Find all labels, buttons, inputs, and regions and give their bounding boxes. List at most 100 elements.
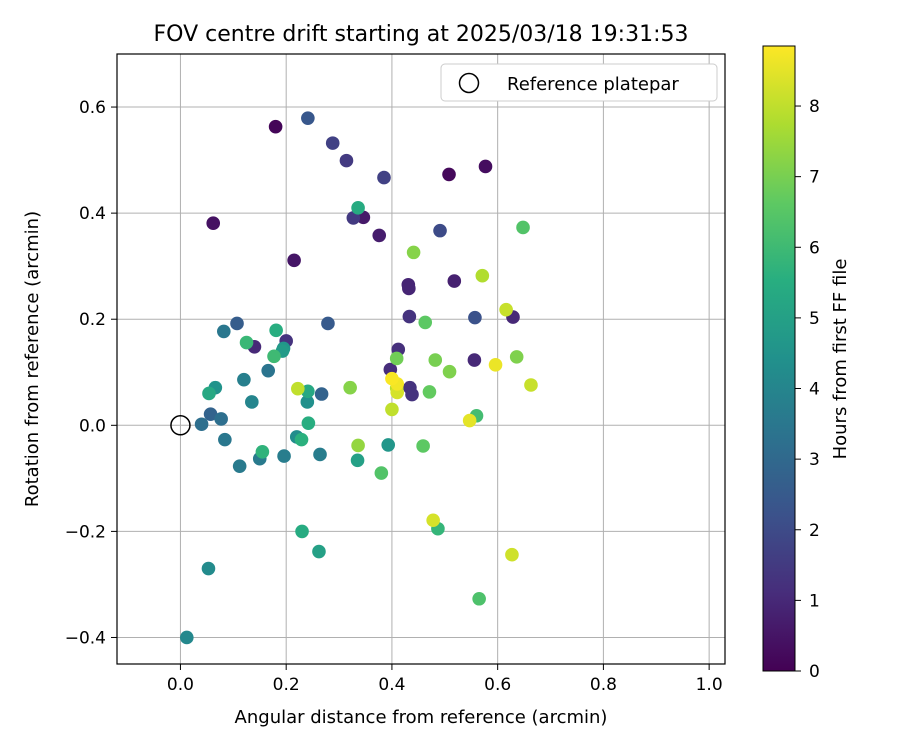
data-point [488,358,503,372]
colorbar-tick-label: 2 [809,521,820,541]
data-point [314,387,329,401]
data-point [301,416,316,430]
x-tick-label: 0.8 [590,675,617,695]
colorbar-tick-label: 6 [809,238,820,258]
data-point [321,316,335,331]
y-axis-ticks: −0.4 −0.2 0.0 0.2 0.4 0.6 [65,98,117,648]
grid-lines [117,54,725,664]
colorbar: 0 1 2 3 4 5 6 7 8 Hours from first FF file [762,45,851,682]
data-point [218,432,232,447]
x-tick-label: 0.2 [273,675,300,695]
data-point [350,453,365,468]
data-point [300,395,315,409]
data-point [312,544,326,559]
x-axis-label: Angular distance from reference (arcmin) [235,707,608,728]
data-point [468,310,482,325]
data-point [325,136,340,150]
colorbar-ticks: 0 1 2 3 4 5 6 7 8 [795,97,820,682]
data-point [516,220,530,235]
y-tick-label: −0.4 [65,628,106,648]
data-point [475,268,490,283]
data-points [179,111,538,645]
data-point [374,466,389,480]
data-point [416,439,430,453]
data-point [230,316,244,331]
legend: Reference platepar [440,63,718,102]
data-point [372,228,387,243]
x-tick-label: 1.0 [696,675,723,695]
data-point [402,281,416,296]
data-point [467,353,482,367]
data-point [295,524,309,539]
data-point [294,432,309,447]
colorbar-gradient [762,45,796,672]
y-tick-label: −0.2 [65,522,106,542]
data-point [232,459,247,473]
data-point [442,167,456,182]
data-point [462,413,477,428]
colorbar-label: Hours from first FF file [830,259,851,460]
plot-frame [116,53,726,665]
data-point [499,302,513,317]
legend-box [440,63,718,102]
data-point [269,323,283,338]
data-point [245,395,259,409]
x-tick-label: 0.4 [378,675,405,695]
data-point [216,324,231,339]
data-point [203,407,218,421]
data-point [287,253,301,268]
data-point [237,372,251,387]
colorbar-tick-label: 5 [809,309,820,329]
data-point [381,438,396,452]
data-point [351,438,365,453]
data-point [385,371,399,386]
data-point [478,159,493,174]
data-point [268,119,283,134]
data-point [239,335,254,350]
data-point [422,385,437,399]
y-tick-label: 0.4 [79,204,106,224]
x-axis-ticks: 0.0 0.2 0.4 0.6 0.8 1.0 [167,664,723,695]
data-point [509,350,524,364]
colorbar-tick-label: 8 [809,97,820,117]
data-point [202,386,216,401]
data-point [267,349,281,364]
colorbar-tick-label: 1 [809,591,820,611]
x-tick-label: 0.6 [484,675,511,695]
colorbar-tick-label: 3 [809,450,820,470]
data-point [277,449,291,463]
data-point [343,380,357,395]
reference-marker [170,415,191,436]
data-point [377,170,391,185]
data-point [261,363,276,378]
y-tick-label: 0.0 [79,416,106,436]
data-point [301,111,315,125]
data-point [389,351,404,366]
data-point [179,630,194,645]
x-tick-label: 0.0 [167,675,194,695]
data-point [447,274,462,288]
data-point [472,591,486,606]
data-point [406,245,421,260]
data-point [524,378,538,392]
data-point [428,353,443,367]
y-tick-label: 0.6 [79,98,106,118]
y-tick-label: 0.2 [79,310,106,330]
data-point [339,153,354,168]
data-point [418,315,433,330]
legend-marker [458,72,480,94]
data-point [426,513,440,528]
data-point [402,309,417,324]
colorbar-tick-label: 7 [809,168,820,188]
data-point [505,547,519,562]
data-point [433,223,447,238]
data-point [214,412,228,426]
data-point [313,447,327,462]
data-point [346,211,361,225]
colorbar-tick-label: 4 [809,380,820,400]
data-point [442,364,457,379]
colorbar-tick-label: 0 [809,662,820,682]
data-point [255,445,270,459]
data-point [206,216,221,231]
chart-title: FOV centre drift starting at 2025/03/18 … [154,22,689,47]
